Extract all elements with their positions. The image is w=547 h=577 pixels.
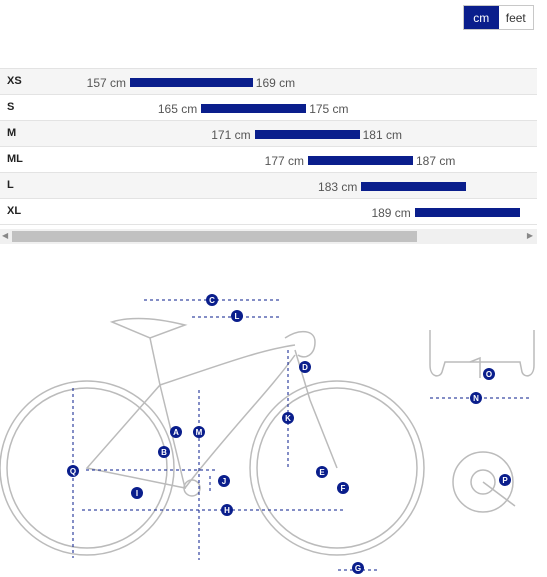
geometry-label-N: N — [470, 392, 482, 404]
chainring — [452, 451, 514, 513]
front-wheel-inner — [256, 387, 418, 549]
stem-front — [469, 356, 481, 378]
size-label: L — [7, 179, 14, 191]
size-label: M — [7, 127, 17, 139]
svg-text:N: N — [473, 394, 479, 403]
size-range-bar — [130, 78, 253, 87]
frame — [85, 383, 187, 489]
horizontal-scrollbar[interactable]: ◀ ▶ — [0, 229, 537, 244]
bike-geometry-diagram: A B C D E F G H I J K L M N O P Q — [0, 294, 535, 574]
svg-text:A: A — [173, 428, 179, 437]
size-min-height: 189 cm — [371, 206, 411, 220]
geometry-label-B: B — [158, 446, 170, 458]
svg-text:B: B — [161, 448, 167, 457]
size-min-height: 157 cm — [86, 76, 126, 90]
geometry-label-P: P — [499, 474, 511, 486]
geometry-label-I: I — [131, 487, 143, 499]
svg-text:F: F — [341, 484, 346, 493]
geometry-label-H: H — [221, 504, 233, 516]
handlebar — [284, 330, 316, 358]
svg-text:D: D — [302, 363, 308, 372]
chainring-inner — [470, 469, 496, 495]
svg-text:Q: Q — [70, 467, 76, 476]
seat-post — [149, 337, 161, 386]
size-min-height: 177 cm — [264, 154, 304, 168]
svg-text:O: O — [486, 370, 492, 379]
size-range-bar — [254, 130, 360, 139]
svg-text:H: H — [224, 506, 230, 515]
svg-text:M: M — [196, 428, 203, 437]
size-max-height: 187 cm — [416, 154, 456, 168]
size-min-height: 171 cm — [211, 128, 251, 142]
down-tube — [184, 354, 296, 489]
rear-wheel — [0, 380, 175, 556]
size-max-height: 169 cm — [255, 76, 296, 90]
size-max-height: 175 cm — [309, 102, 349, 116]
geometry-label-D: D — [299, 361, 311, 373]
unit-toggle: cm feet — [463, 5, 534, 30]
svg-text:J: J — [222, 477, 226, 486]
svg-text:I: I — [136, 489, 138, 498]
size-label: XL — [7, 205, 22, 217]
size-row: S 165 cm 175 cm — [0, 95, 537, 121]
size-chart-table: XS 157 cm 169 cm S 165 cm 175 cm M 171 c… — [0, 68, 537, 225]
saddle — [109, 317, 188, 339]
unit-feet-button[interactable]: feet — [498, 6, 533, 29]
size-label: ML — [7, 153, 23, 165]
size-row: XS 157 cm 169 cm — [0, 69, 537, 95]
size-range-bar — [414, 208, 520, 217]
scroll-right-icon[interactable]: ▶ — [526, 231, 533, 240]
geometry-label-L: L — [231, 310, 243, 322]
svg-text:E: E — [319, 468, 325, 477]
svg-text:P: P — [502, 476, 508, 485]
geometry-label-O: O — [483, 368, 495, 380]
svg-text:G: G — [355, 564, 361, 573]
geometry-label-C: C — [206, 294, 218, 306]
size-range-bar — [201, 104, 307, 113]
geometry-label-M: M — [193, 426, 205, 438]
size-range-bar — [308, 156, 413, 165]
size-row: M 171 cm 181 cm — [0, 121, 537, 147]
size-max-height: 181 cm — [362, 128, 402, 142]
size-min-height: 183 cm — [318, 180, 358, 194]
size-min-height: 165 cm — [157, 102, 198, 116]
size-row: XL 189 cm — [0, 199, 537, 225]
crank — [183, 479, 201, 497]
front-wheel — [249, 380, 425, 556]
top-tube — [159, 344, 296, 386]
svg-text:K: K — [285, 414, 291, 423]
geometry-label-Q: Q — [67, 465, 79, 477]
size-label: XS — [7, 75, 22, 87]
svg-text:L: L — [235, 312, 240, 321]
scroll-left-icon[interactable]: ◀ — [2, 231, 9, 240]
geometry-label-F: F — [337, 482, 349, 494]
crank-arm — [482, 481, 516, 507]
handlebar-front — [429, 330, 535, 377]
geometry-label-G: G — [352, 562, 364, 574]
size-range-bar — [361, 182, 467, 191]
unit-cm-button[interactable]: cm — [464, 6, 499, 29]
size-label: S — [7, 101, 15, 113]
rear-wheel-inner — [6, 387, 168, 549]
geometry-label-E: E — [316, 466, 328, 478]
scrollbar-thumb[interactable] — [12, 231, 417, 242]
size-row: ML 177 cm 187 cm — [0, 147, 537, 173]
geometry-label-J: J — [218, 475, 230, 487]
svg-text:C: C — [209, 296, 215, 305]
geometry-label-A: A — [170, 426, 182, 438]
geometry-label-K: K — [282, 412, 294, 424]
size-row: L 183 cm — [0, 173, 537, 199]
